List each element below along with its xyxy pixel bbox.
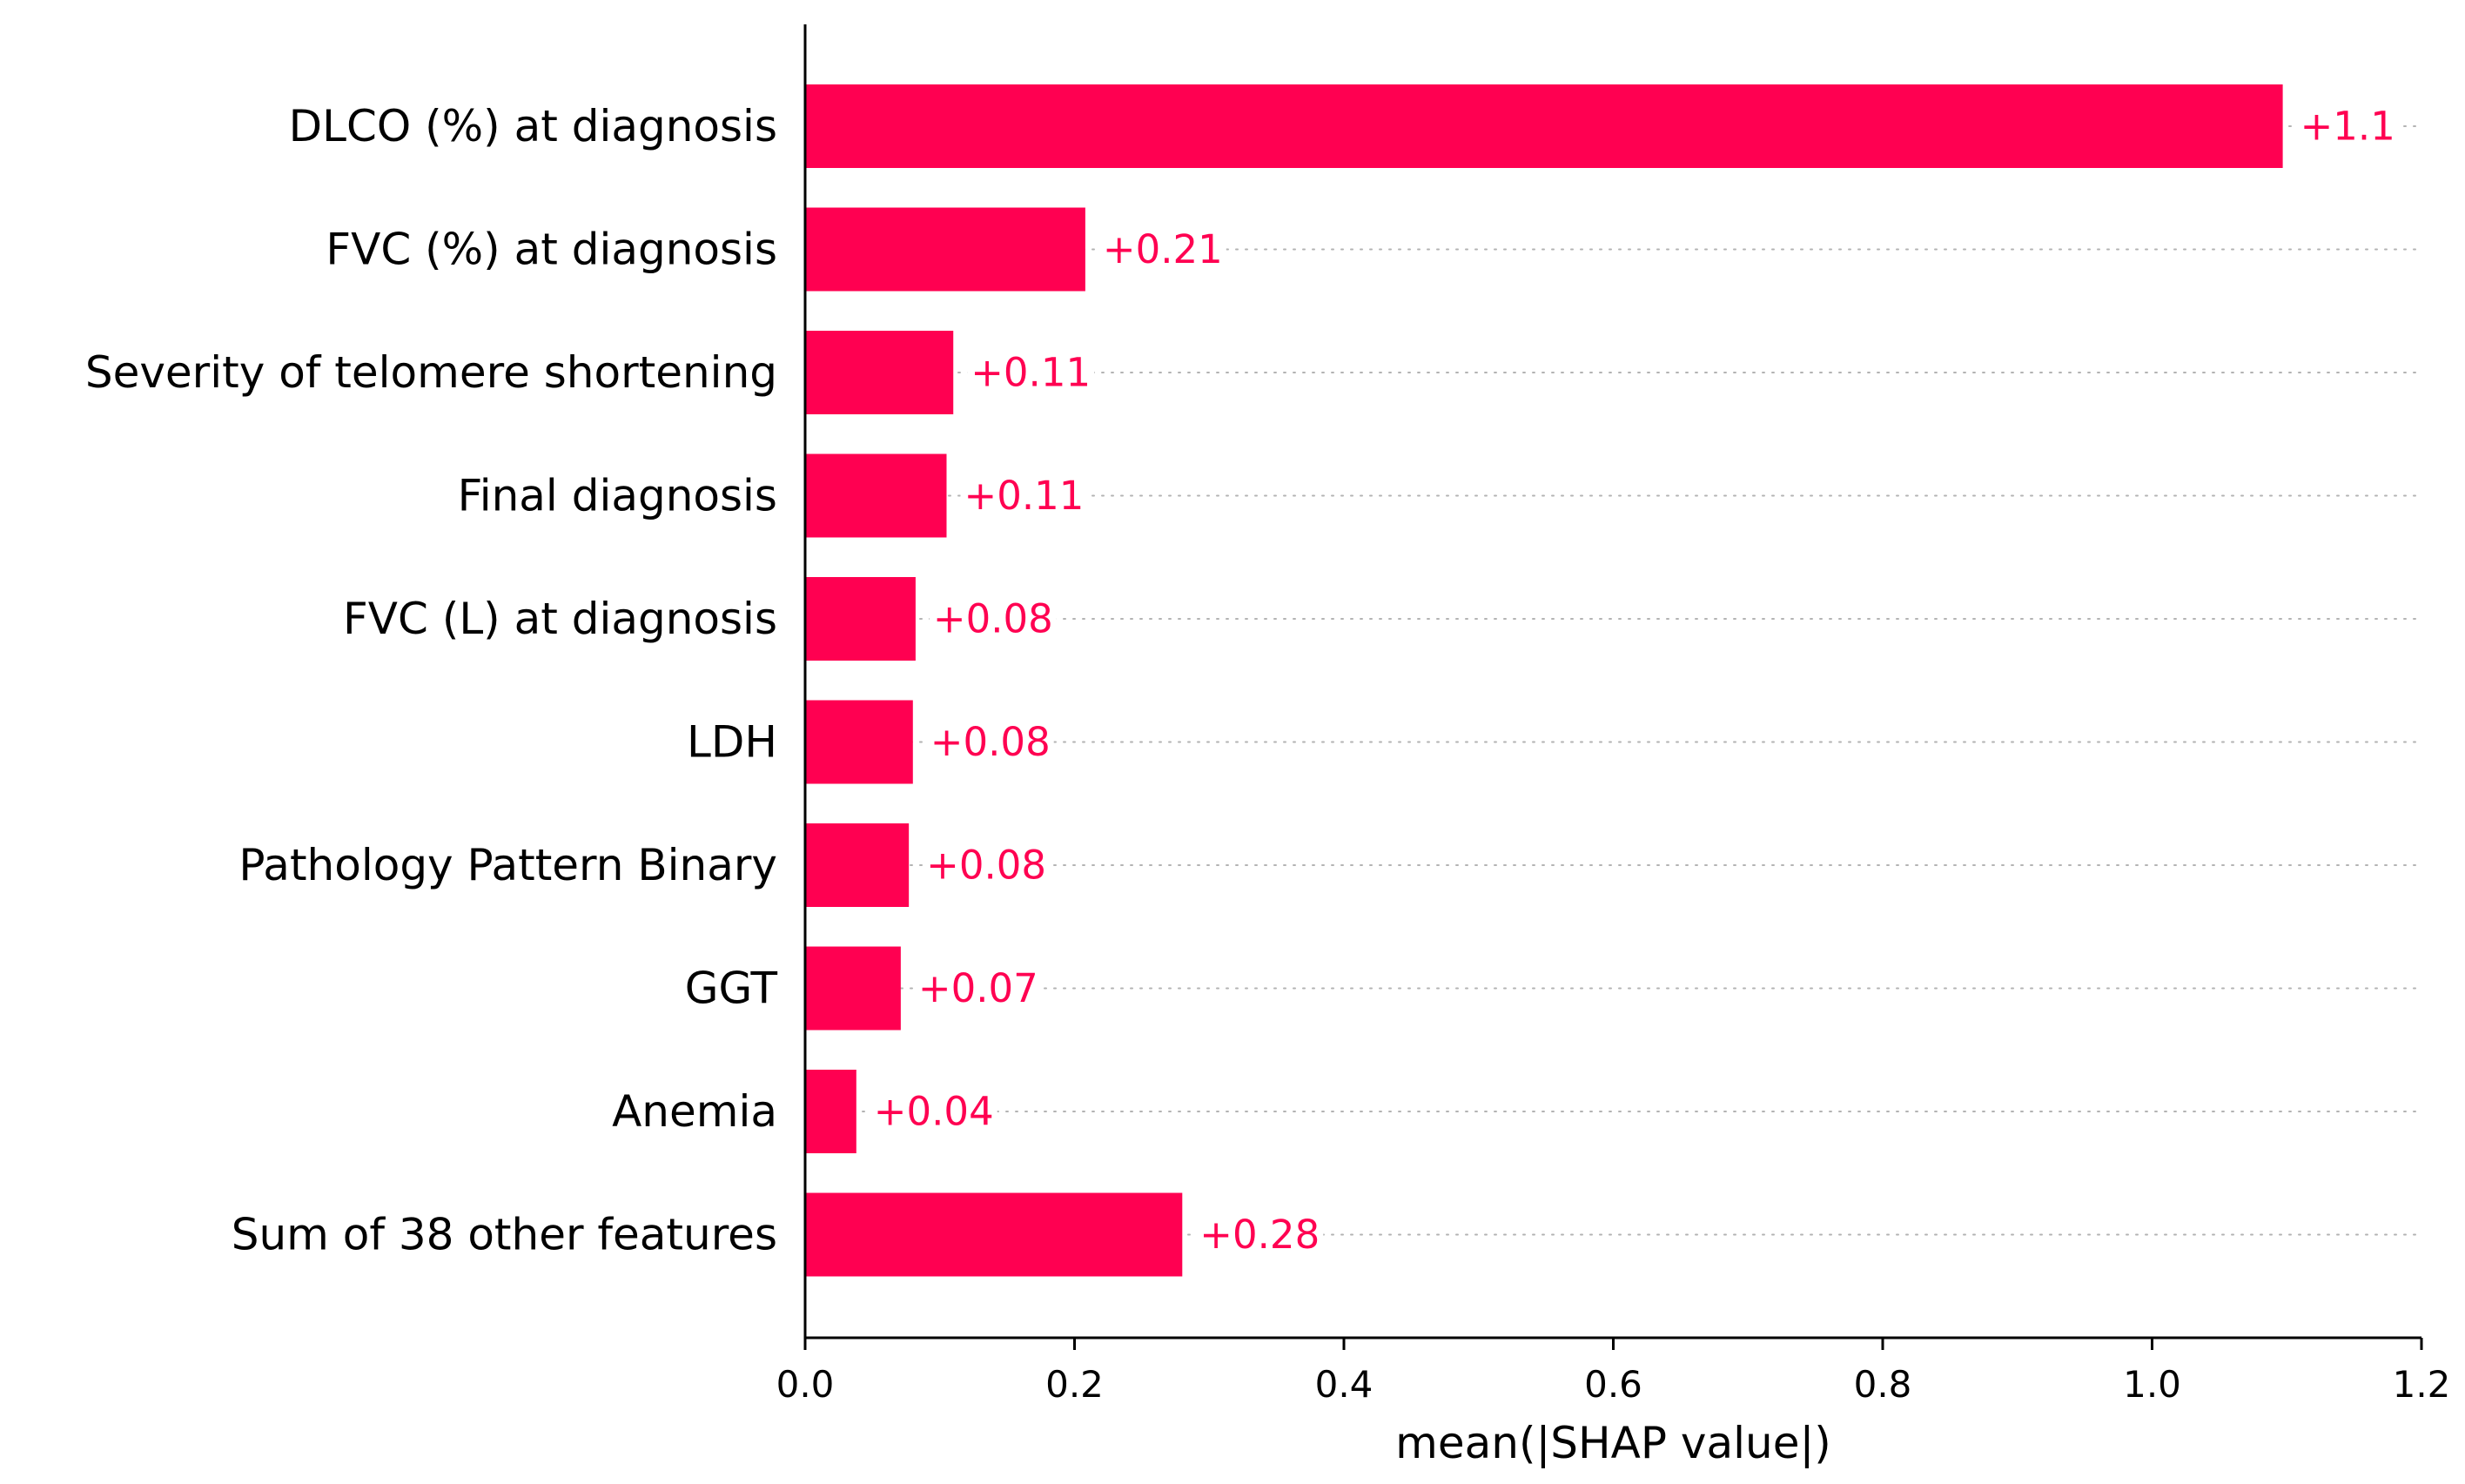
category-label: Sum of 38 other features [232,1210,777,1260]
x-tick-label: 0.2 [1045,1363,1104,1406]
axes: 0.0 0.2 0.4 0.6 0.8 1.0 1.2 [776,24,2451,1406]
x-tick-label: 1.2 [2393,1363,2451,1406]
value-label-backdrop [967,346,1095,399]
value-label: +0.21 [1103,226,1223,272]
x-axis-title: mean(|SHAP value|) [1395,1418,1831,1468]
bar [805,700,913,784]
value-label: +0.11 [971,350,1091,396]
bar [805,823,910,907]
category-label: Severity of telomere shortening [85,347,777,398]
value-label: +0.08 [926,843,1046,889]
bar [805,453,947,538]
value-label: +0.11 [964,473,1084,519]
value-label-backdrop [960,469,1088,522]
x-tick-label: 0.6 [1584,1363,1642,1406]
category-label: DLCO (%) at diagnosis [289,101,777,151]
x-tick-label: 0.4 [1315,1363,1374,1406]
value-label-backdrop [929,593,1057,645]
value-label-backdrop [926,715,1054,769]
value-label-backdrop [2296,100,2399,152]
category-label: FVC (L) at diagnosis [343,594,777,644]
bar [805,1070,856,1153]
x-tick-label: 0.0 [776,1363,835,1406]
bar [805,577,916,661]
value-label-backdrop [1098,223,1226,276]
x-tick-label: 1.0 [2123,1363,2181,1406]
bar [805,1192,1183,1277]
value-label-backdrop [870,1085,997,1138]
category-label: Final diagnosis [458,471,777,521]
value-label: +0.04 [874,1089,994,1135]
gridlines [804,125,2422,1236]
value-label: +0.08 [933,596,1053,642]
value-label-backdrop [923,839,1051,891]
value-label: +0.08 [930,719,1051,765]
category-label: Anemia [612,1086,777,1137]
bars [805,84,2283,1277]
value-label: +1.1 [2300,104,2395,150]
bar [805,331,954,414]
value-label: +0.28 [1199,1212,1320,1258]
value-label-backdrop [1196,1208,1324,1261]
value-labels: +1.1 +0.21 +0.11 +0.11 +0.08 +0.08 +0.08 +0.07 +… [870,100,2399,1261]
bar [805,946,901,1031]
value-label-backdrop [914,962,1042,1015]
x-tick-label: 0.8 [1854,1363,1912,1406]
bar [805,207,1085,292]
category-label: LDH [687,717,777,768]
category-label: Pathology Pattern Binary [238,840,777,890]
bar [805,84,2283,168]
category-label: FVC (%) at diagnosis [326,225,777,275]
value-label: +0.07 [918,965,1038,1011]
category-labels: DLCO (%) at diagnosis FVC (%) at diagnosi… [85,101,778,1260]
category-label: GGT [685,964,778,1014]
